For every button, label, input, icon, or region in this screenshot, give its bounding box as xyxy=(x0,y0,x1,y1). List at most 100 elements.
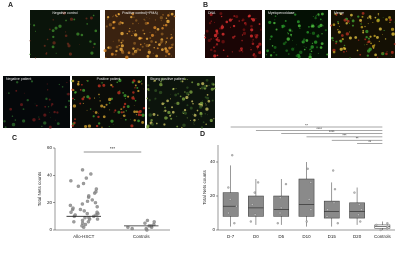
data-point xyxy=(309,208,312,211)
cell-dot xyxy=(86,109,88,111)
data-point xyxy=(306,167,309,170)
cell-dot xyxy=(164,106,166,109)
cell-dot xyxy=(136,86,139,89)
cell-dot xyxy=(118,44,120,47)
cell-dot xyxy=(121,51,125,55)
cell-dot xyxy=(150,33,154,37)
cell-dot xyxy=(217,37,219,39)
cell-dot xyxy=(46,83,48,85)
cell-dot xyxy=(105,103,108,106)
box xyxy=(248,195,264,217)
cell-dot xyxy=(146,97,149,100)
data-point xyxy=(358,203,361,206)
cell-dot xyxy=(389,18,392,22)
data-point xyxy=(69,179,73,183)
cell-dot xyxy=(150,40,153,43)
cell-dot xyxy=(185,91,189,96)
panel-label: C xyxy=(12,135,17,142)
cell-dot xyxy=(244,23,247,26)
cell-dot xyxy=(291,35,292,37)
cell-dot xyxy=(306,30,310,34)
cell-dot xyxy=(65,19,67,22)
cell-dot xyxy=(255,35,258,39)
cell-dot xyxy=(213,33,218,38)
cell-dot xyxy=(390,50,394,54)
cell-dot xyxy=(339,25,340,27)
cell-dot xyxy=(55,52,57,54)
y-axis-label: Total Nets counts xyxy=(37,171,42,206)
box xyxy=(222,192,239,217)
cell-dot xyxy=(319,18,322,21)
cell-dot xyxy=(103,49,107,53)
cell-dot xyxy=(77,82,80,85)
cell-dot xyxy=(290,33,293,36)
cell-dot xyxy=(82,88,86,92)
cell-dot xyxy=(324,29,327,32)
cell-dot xyxy=(310,45,314,49)
cell-dot xyxy=(139,114,143,117)
cell-dot xyxy=(171,106,174,109)
cell-dot xyxy=(311,42,314,44)
cell-dot xyxy=(309,52,312,56)
cell-dot xyxy=(58,83,60,86)
cell-dot xyxy=(22,119,26,123)
cell-dot xyxy=(151,123,154,126)
cell-dot xyxy=(141,83,143,85)
cell-dot xyxy=(381,52,384,54)
cell-dot xyxy=(390,27,395,31)
data-point xyxy=(81,181,86,186)
cell-dot xyxy=(172,87,175,90)
cell-dot xyxy=(345,32,349,36)
cell-dot xyxy=(193,123,195,125)
cell-dot xyxy=(72,106,74,107)
image-label: Positive control(+PMA) xyxy=(122,11,158,15)
cell-dot xyxy=(64,34,68,37)
cell-dot xyxy=(127,51,131,55)
data-point xyxy=(308,198,311,201)
cell-dot xyxy=(30,80,34,83)
data-point xyxy=(93,200,98,205)
cell-dot xyxy=(69,17,74,21)
cell-dot xyxy=(378,15,379,16)
cell-dot xyxy=(250,32,252,34)
cell-dot xyxy=(367,23,369,25)
cell-dot xyxy=(170,94,172,95)
cell-dot xyxy=(143,32,146,35)
cell-dot xyxy=(126,32,128,35)
cell-dot xyxy=(116,81,119,84)
cell-dot xyxy=(359,53,362,56)
cell-dot xyxy=(210,87,214,91)
cell-dot xyxy=(66,93,68,95)
cell-dot xyxy=(71,79,75,83)
data-point xyxy=(359,220,362,223)
significance-label: ** xyxy=(368,140,371,144)
cell-dot xyxy=(120,44,124,48)
cell-dot xyxy=(133,110,136,114)
data-point xyxy=(82,209,86,213)
cell-dot xyxy=(181,126,183,129)
cell-dot xyxy=(108,97,112,102)
cell-dot xyxy=(106,16,110,19)
cell-dot xyxy=(73,121,76,124)
cell-dot xyxy=(94,111,98,114)
cell-dot xyxy=(351,19,355,23)
cell-dot xyxy=(29,53,31,56)
cell-dot xyxy=(154,19,156,21)
cell-dot xyxy=(209,118,213,123)
cell-dot xyxy=(131,96,135,100)
cell-dot xyxy=(367,49,371,53)
cell-dot xyxy=(370,42,372,45)
data-point xyxy=(78,207,83,212)
cell-dot xyxy=(294,47,295,49)
data-point xyxy=(284,183,288,186)
cell-dot xyxy=(377,13,380,15)
cell-dot xyxy=(181,80,184,83)
cell-dot xyxy=(149,37,152,39)
cell-dot xyxy=(121,21,124,25)
cell-dot xyxy=(137,80,141,84)
cell-dot xyxy=(198,118,199,120)
cell-dot xyxy=(79,102,82,105)
cell-dot xyxy=(373,34,376,38)
cell-dot xyxy=(343,47,347,50)
data-point xyxy=(249,220,252,223)
